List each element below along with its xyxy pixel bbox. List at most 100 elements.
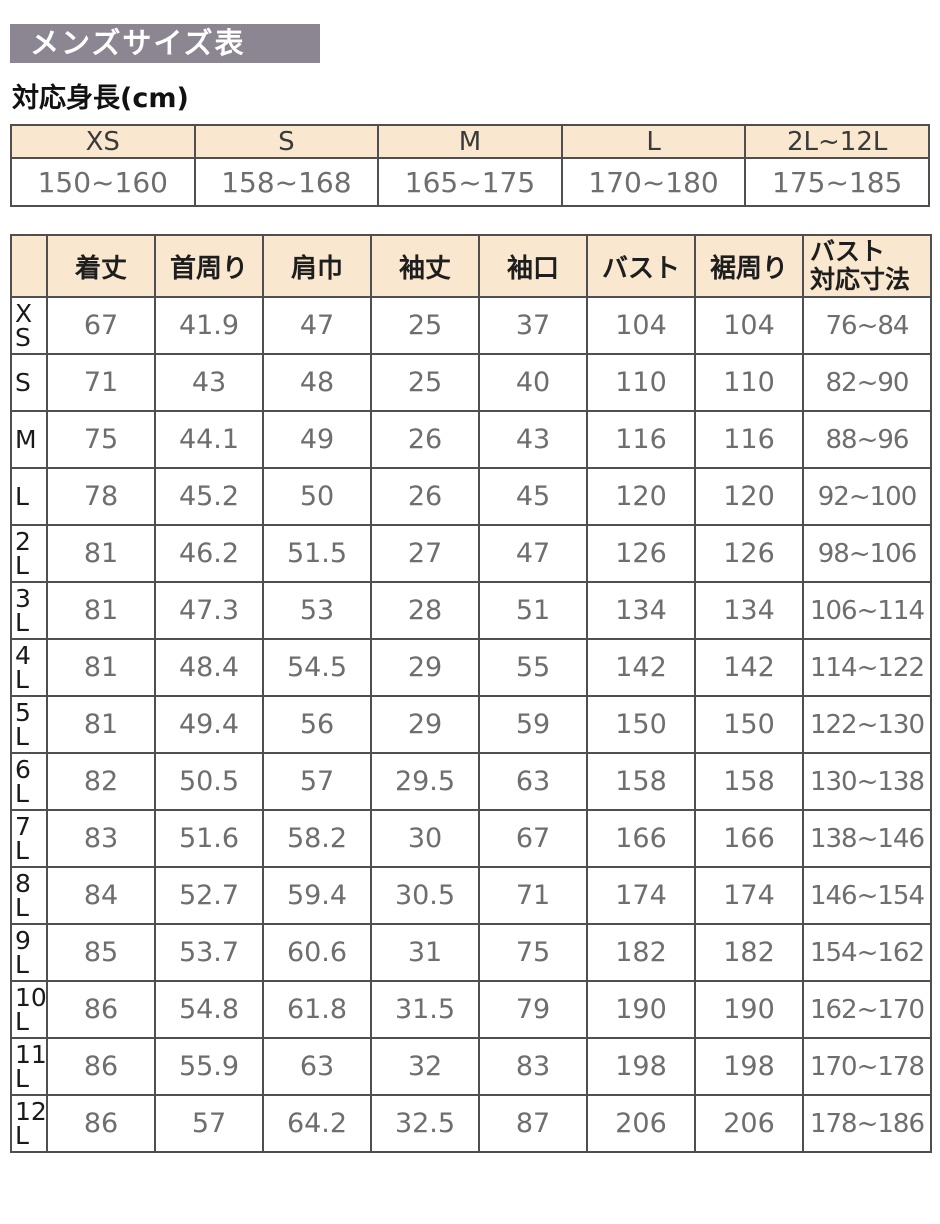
size-value-cell: 88~96 — [802, 410, 932, 469]
size-value-cell: 126 — [586, 524, 696, 583]
size-col-header: 肩巾 — [262, 234, 372, 298]
size-col-header: バスト — [586, 234, 696, 298]
size-value-cell: 30 — [370, 809, 480, 868]
size-row-label: 10 L — [10, 980, 48, 1039]
size-row-label: 8 L — [10, 866, 48, 925]
size-value-cell: 116 — [694, 410, 804, 469]
height-table-value-row: 150~160 158~168 165~175 170~180 175~185 — [10, 157, 930, 207]
size-col-header: 袖口 — [478, 234, 588, 298]
size-value-cell: 86 — [46, 980, 156, 1039]
size-value-cell: 182 — [694, 923, 804, 982]
table-row: 10 L 86 54.8 61.8 31.5 79 190 190 162~170 — [10, 980, 932, 1039]
size-table: 着丈 首周り 肩巾 袖丈 袖口 バスト 裾周り バスト 対応寸法 X S 67 41.9 47 25 3… — [10, 234, 932, 1153]
size-value-cell: 50.5 — [154, 752, 264, 811]
size-value-cell: 45 — [478, 467, 588, 526]
table-row: M 75 44.1 49 26 43 116 116 88~96 — [10, 410, 932, 469]
size-row-label: 12 L — [10, 1094, 48, 1153]
table-row: L 78 45.2 50 26 45 120 120 92~100 — [10, 467, 932, 526]
size-row-label: S — [10, 353, 48, 412]
size-value-cell: 120 — [586, 467, 696, 526]
size-row-label: 9 L — [10, 923, 48, 982]
size-value-cell: 55.9 — [154, 1037, 264, 1096]
size-value-cell: 134 — [694, 581, 804, 640]
size-value-cell: 29 — [370, 638, 480, 697]
size-value-cell: 130~138 — [802, 752, 932, 811]
size-value-cell: 75 — [478, 923, 588, 982]
size-value-cell: 174 — [694, 866, 804, 925]
size-value-cell: 53 — [262, 581, 372, 640]
table-row: S 71 43 48 25 40 110 110 82~90 — [10, 353, 932, 412]
size-value-cell: 61.8 — [262, 980, 372, 1039]
corner-cell — [10, 234, 48, 298]
size-value-cell: 41.9 — [154, 296, 264, 355]
size-value-cell: 86 — [46, 1094, 156, 1153]
size-table-header-row: 着丈 首周り 肩巾 袖丈 袖口 バスト 裾周り バスト 対応寸法 — [10, 234, 932, 298]
table-row: 3 L 81 47.3 53 28 51 134 134 106~114 — [10, 581, 932, 640]
size-value-cell: 67 — [46, 296, 156, 355]
size-value-cell: 81 — [46, 695, 156, 754]
height-table-header-row: XS S M L 2L~12L — [10, 124, 930, 159]
size-value-cell: 48 — [262, 353, 372, 412]
size-value-cell: 150 — [694, 695, 804, 754]
table-row: 4 L 81 48.4 54.5 29 55 142 142 114~122 — [10, 638, 932, 697]
size-value-cell: 31 — [370, 923, 480, 982]
size-row-label: M — [10, 410, 48, 469]
size-value-cell: 46.2 — [154, 524, 264, 583]
size-value-cell: 82~90 — [802, 353, 932, 412]
size-value-cell: 59.4 — [262, 866, 372, 925]
size-chart-page: メンズサイズ表 対応身長(cm) XS S M L 2L~12L 150~160 158~… — [0, 24, 940, 1153]
size-value-cell: 49.4 — [154, 695, 264, 754]
size-value-cell: 25 — [370, 296, 480, 355]
size-value-cell: 27 — [370, 524, 480, 583]
size-value-cell: 190 — [694, 980, 804, 1039]
page-title: メンズサイズ表 — [10, 24, 320, 63]
size-value-cell: 146~154 — [802, 866, 932, 925]
size-value-cell: 51.6 — [154, 809, 264, 868]
height-col-header: S — [193, 124, 380, 159]
height-value-cell: 175~185 — [744, 157, 930, 207]
size-value-cell: 110 — [586, 353, 696, 412]
size-value-cell: 32.5 — [370, 1094, 480, 1153]
size-value-cell: 63 — [478, 752, 588, 811]
size-row-label: 7 L — [10, 809, 48, 868]
table-row: 5 L 81 49.4 56 29 59 150 150 122~130 — [10, 695, 932, 754]
size-value-cell: 37 — [478, 296, 588, 355]
size-value-cell: 114~122 — [802, 638, 932, 697]
table-row: 9 L 85 53.7 60.6 31 75 182 182 154~162 — [10, 923, 932, 982]
size-value-cell: 57 — [262, 752, 372, 811]
size-value-cell: 71 — [46, 353, 156, 412]
size-col-header: 首周り — [154, 234, 264, 298]
size-value-cell: 154~162 — [802, 923, 932, 982]
size-value-cell: 76~84 — [802, 296, 932, 355]
size-value-cell: 106~114 — [802, 581, 932, 640]
size-value-cell: 81 — [46, 524, 156, 583]
size-value-cell: 29 — [370, 695, 480, 754]
size-value-cell: 57 — [154, 1094, 264, 1153]
size-value-cell: 166 — [694, 809, 804, 868]
size-value-cell: 178~186 — [802, 1094, 932, 1153]
height-col-header: 2L~12L — [744, 124, 930, 159]
size-value-cell: 48.4 — [154, 638, 264, 697]
size-value-cell: 85 — [46, 923, 156, 982]
size-value-cell: 26 — [370, 467, 480, 526]
size-value-cell: 75 — [46, 410, 156, 469]
size-value-cell: 67 — [478, 809, 588, 868]
size-row-label: X S — [10, 296, 48, 355]
size-value-cell: 60.6 — [262, 923, 372, 982]
size-row-label: 2 L — [10, 524, 48, 583]
size-value-cell: 47 — [262, 296, 372, 355]
size-row-label: 4 L — [10, 638, 48, 697]
size-value-cell: 98~106 — [802, 524, 932, 583]
size-value-cell: 28 — [370, 581, 480, 640]
size-value-cell: 104 — [586, 296, 696, 355]
size-value-cell: 87 — [478, 1094, 588, 1153]
size-value-cell: 31.5 — [370, 980, 480, 1039]
size-value-cell: 83 — [478, 1037, 588, 1096]
height-col-header: XS — [10, 124, 196, 159]
height-value-cell: 150~160 — [10, 157, 196, 207]
height-col-header: M — [377, 124, 563, 159]
table-row: 2 L 81 46.2 51.5 27 47 126 126 98~106 — [10, 524, 932, 583]
size-value-cell: 79 — [478, 980, 588, 1039]
size-value-cell: 30.5 — [370, 866, 480, 925]
height-value-cell: 165~175 — [377, 157, 563, 207]
